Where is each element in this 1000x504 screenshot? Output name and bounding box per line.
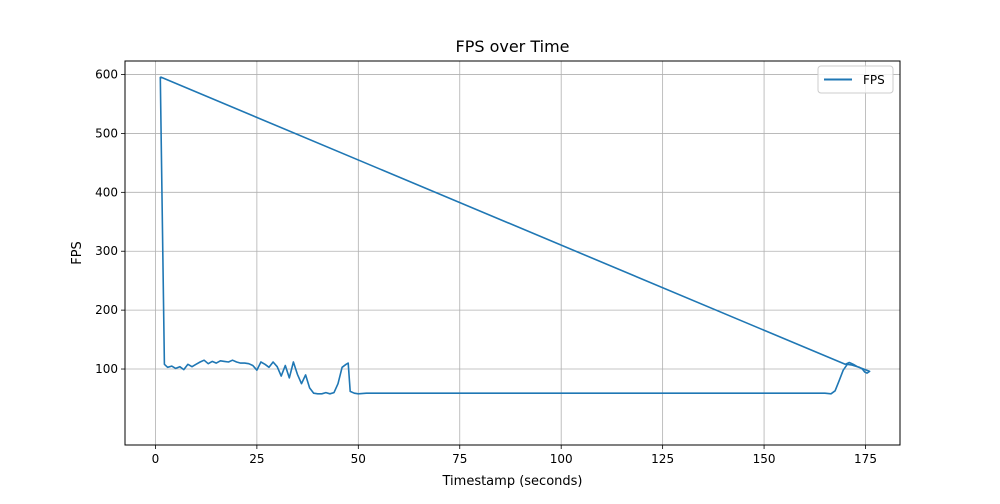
plot-area-frame: [124, 60, 901, 446]
y-tick-label: 300: [95, 244, 118, 258]
chart-title: FPS over Time: [455, 37, 569, 56]
series-line-fps: [159, 76, 871, 395]
x-tick-label: 175: [854, 452, 877, 466]
x-tick-label: 0: [152, 452, 160, 466]
y-tick-label: 200: [95, 303, 118, 317]
x-tick-label: 50: [351, 452, 366, 466]
x-tick-label: 100: [550, 452, 573, 466]
y-tick-label: 600: [95, 68, 118, 82]
legend-label-fps: FPS: [863, 73, 885, 87]
axis-ticks: 0 25 50 75 100 125 150 175 100 200 300 400 500 600: [95, 68, 877, 466]
x-tick-label: 25: [249, 452, 264, 466]
legend: FPS: [817, 65, 894, 94]
y-axis-label: FPS: [70, 241, 85, 265]
grid-lines: [125, 61, 900, 445]
x-tick-label: 150: [753, 452, 776, 466]
y-tick-label: 400: [95, 185, 118, 199]
legend-box: [817, 65, 894, 94]
x-tick-label: 125: [651, 452, 674, 466]
series-layer: [159, 76, 871, 395]
x-axis-label: Timestamp (seconds): [442, 474, 583, 489]
y-tick-label: 100: [95, 362, 118, 376]
y-tick-label: 500: [95, 126, 118, 140]
x-tick-label: 75: [452, 452, 467, 466]
